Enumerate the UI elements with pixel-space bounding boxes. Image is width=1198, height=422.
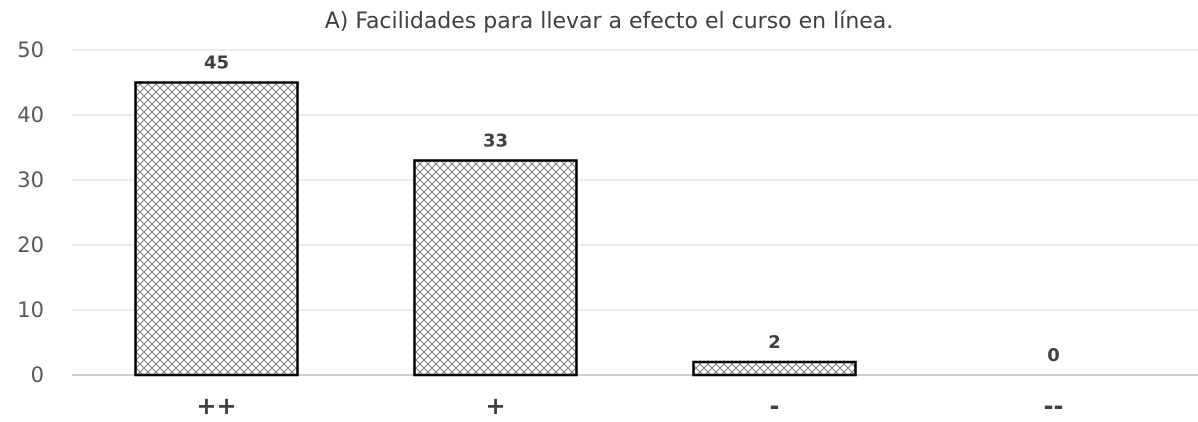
y-tick-label: 20 <box>17 233 44 257</box>
bar <box>134 81 299 377</box>
y-tick-label: 50 <box>17 38 44 62</box>
data-label: 0 <box>1047 345 1060 366</box>
y-tick-label: 40 <box>17 103 44 127</box>
chart-title: A) Facilidades para llevar a efecto el c… <box>324 9 894 34</box>
data-label: 2 <box>768 332 781 353</box>
y-tick-label: 10 <box>17 298 44 322</box>
y-tick-label: 0 <box>31 363 44 387</box>
bar <box>692 360 857 377</box>
y-tick-label: 30 <box>17 168 44 192</box>
data-label: 33 <box>483 131 508 152</box>
data-label: 45 <box>204 53 229 74</box>
x-tick-label: + <box>485 392 505 420</box>
x-tick-label: - <box>770 392 780 420</box>
x-tick-label: -- <box>1044 392 1064 420</box>
bar <box>413 159 578 377</box>
x-tick-label: ++ <box>196 392 236 420</box>
